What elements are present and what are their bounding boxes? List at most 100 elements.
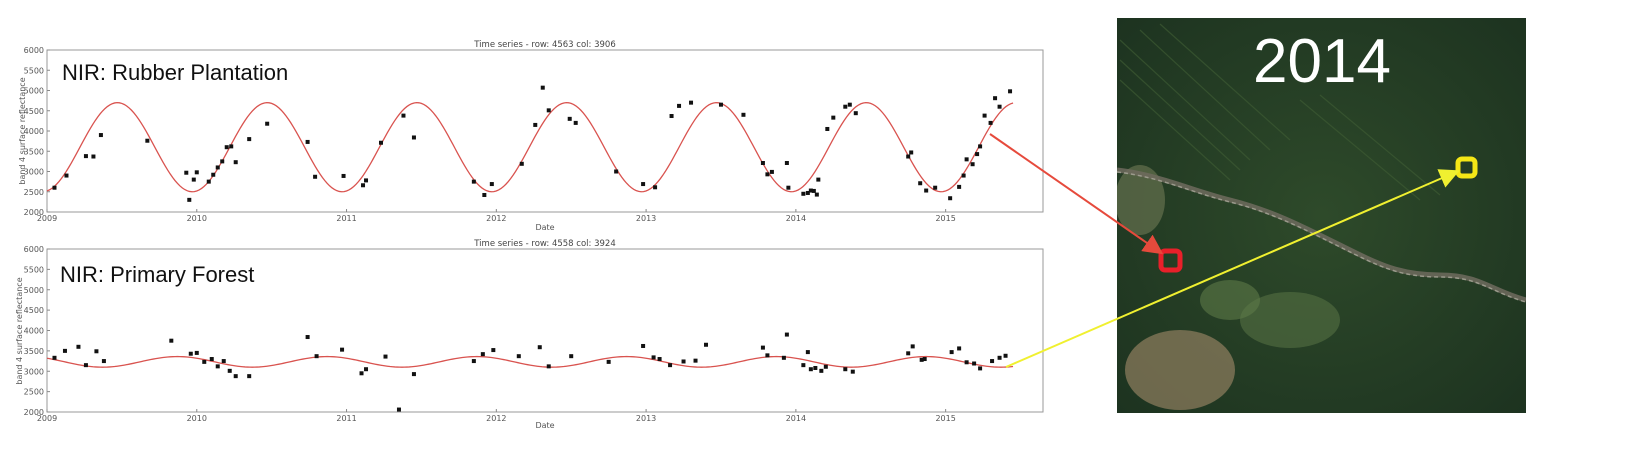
data-point bbox=[769, 169, 774, 174]
data-point bbox=[233, 160, 238, 165]
data-point bbox=[823, 364, 828, 369]
data-point bbox=[364, 178, 369, 183]
data-point bbox=[361, 183, 366, 188]
data-point bbox=[924, 188, 929, 193]
x-tick-label: 2010 bbox=[187, 414, 207, 423]
data-point bbox=[997, 355, 1002, 360]
data-point bbox=[641, 182, 646, 187]
data-point bbox=[1008, 89, 1013, 94]
x-tick-label: 2014 bbox=[786, 414, 806, 423]
data-point bbox=[314, 354, 319, 359]
data-point bbox=[669, 114, 674, 119]
x-tick-label: 2010 bbox=[187, 214, 207, 223]
data-point bbox=[760, 160, 765, 165]
data-point bbox=[516, 354, 521, 359]
data-point bbox=[411, 372, 416, 377]
river bbox=[1117, 167, 1526, 303]
data-point bbox=[961, 173, 966, 178]
data-point bbox=[202, 359, 207, 364]
data-point bbox=[94, 349, 99, 354]
data-point bbox=[98, 133, 103, 138]
y-tick-label: 5000 bbox=[24, 286, 44, 295]
data-point bbox=[221, 359, 226, 364]
data-point bbox=[651, 355, 656, 360]
data-point bbox=[471, 359, 476, 364]
data-point bbox=[247, 374, 252, 379]
data-point bbox=[811, 188, 816, 193]
data-point bbox=[681, 359, 686, 364]
series-label: NIR: Rubber Plantation bbox=[62, 60, 288, 85]
data-point bbox=[52, 355, 57, 360]
data-point bbox=[975, 152, 980, 157]
data-point bbox=[546, 364, 551, 369]
data-point bbox=[567, 116, 572, 121]
data-point bbox=[396, 407, 401, 412]
y-tick-label: 5500 bbox=[24, 265, 44, 274]
data-point bbox=[813, 365, 818, 370]
x-tick-label: 2011 bbox=[336, 214, 356, 223]
y-tick-label: 4000 bbox=[24, 127, 44, 136]
data-point bbox=[378, 140, 383, 145]
x-tick-label: 2009 bbox=[37, 214, 57, 223]
x-ticks: 2009 2010 2011 2012 2013 2014 2015 bbox=[37, 409, 956, 423]
data-point bbox=[906, 351, 911, 356]
y-tick-label: 3500 bbox=[24, 347, 44, 356]
data-point bbox=[211, 172, 216, 177]
data-point bbox=[411, 135, 416, 140]
data-points bbox=[52, 332, 1008, 412]
data-point bbox=[573, 120, 578, 125]
data-point bbox=[784, 160, 789, 165]
data-point bbox=[982, 113, 987, 118]
data-point bbox=[784, 332, 789, 337]
data-point bbox=[657, 357, 662, 362]
data-point bbox=[227, 368, 232, 373]
data-point bbox=[101, 359, 106, 364]
x-tick-label: 2015 bbox=[935, 214, 955, 223]
data-point bbox=[957, 346, 962, 351]
data-point bbox=[741, 112, 746, 117]
data-point bbox=[480, 352, 485, 357]
data-point bbox=[546, 108, 551, 113]
data-point bbox=[489, 182, 494, 187]
data-point bbox=[224, 145, 229, 150]
data-point bbox=[831, 115, 836, 120]
x-tick-label: 2012 bbox=[486, 214, 506, 223]
data-point bbox=[909, 150, 914, 155]
data-point bbox=[910, 344, 915, 349]
data-point bbox=[364, 367, 369, 372]
data-point bbox=[569, 354, 574, 359]
data-point bbox=[993, 96, 998, 101]
chart-title: Time series - row: 4558 col: 3924 bbox=[473, 239, 615, 249]
primary-forest-arrow bbox=[1005, 169, 1460, 368]
data-point bbox=[919, 357, 924, 362]
x-axis-label: Date bbox=[535, 223, 554, 232]
primary-forest-marker bbox=[1455, 156, 1478, 179]
data-point bbox=[808, 367, 813, 372]
y-tick-label: 4500 bbox=[24, 306, 44, 315]
river-highlight bbox=[1117, 171, 1526, 303]
data-point bbox=[606, 359, 611, 364]
data-point bbox=[383, 354, 388, 359]
data-point bbox=[847, 102, 852, 107]
rubber-plantation-marker bbox=[1158, 248, 1183, 273]
data-point bbox=[76, 344, 81, 349]
data-point bbox=[220, 159, 225, 164]
data-point bbox=[760, 345, 765, 350]
harmonic-fit-line bbox=[46, 355, 1014, 368]
data-point bbox=[169, 338, 174, 343]
data-point bbox=[970, 162, 975, 167]
data-point bbox=[693, 358, 698, 363]
data-point bbox=[209, 357, 214, 362]
data-point bbox=[718, 102, 723, 107]
data-point bbox=[765, 353, 770, 358]
data-point bbox=[704, 342, 709, 347]
data-point bbox=[194, 170, 199, 175]
y-tick-label: 2000 bbox=[24, 408, 44, 417]
data-point bbox=[816, 177, 821, 182]
data-point bbox=[957, 184, 962, 189]
data-point bbox=[801, 191, 806, 196]
data-point bbox=[948, 196, 953, 201]
series-label: NIR: Primary Forest bbox=[60, 262, 254, 287]
y-tick-label: 6000 bbox=[24, 245, 44, 254]
data-point bbox=[906, 154, 911, 159]
